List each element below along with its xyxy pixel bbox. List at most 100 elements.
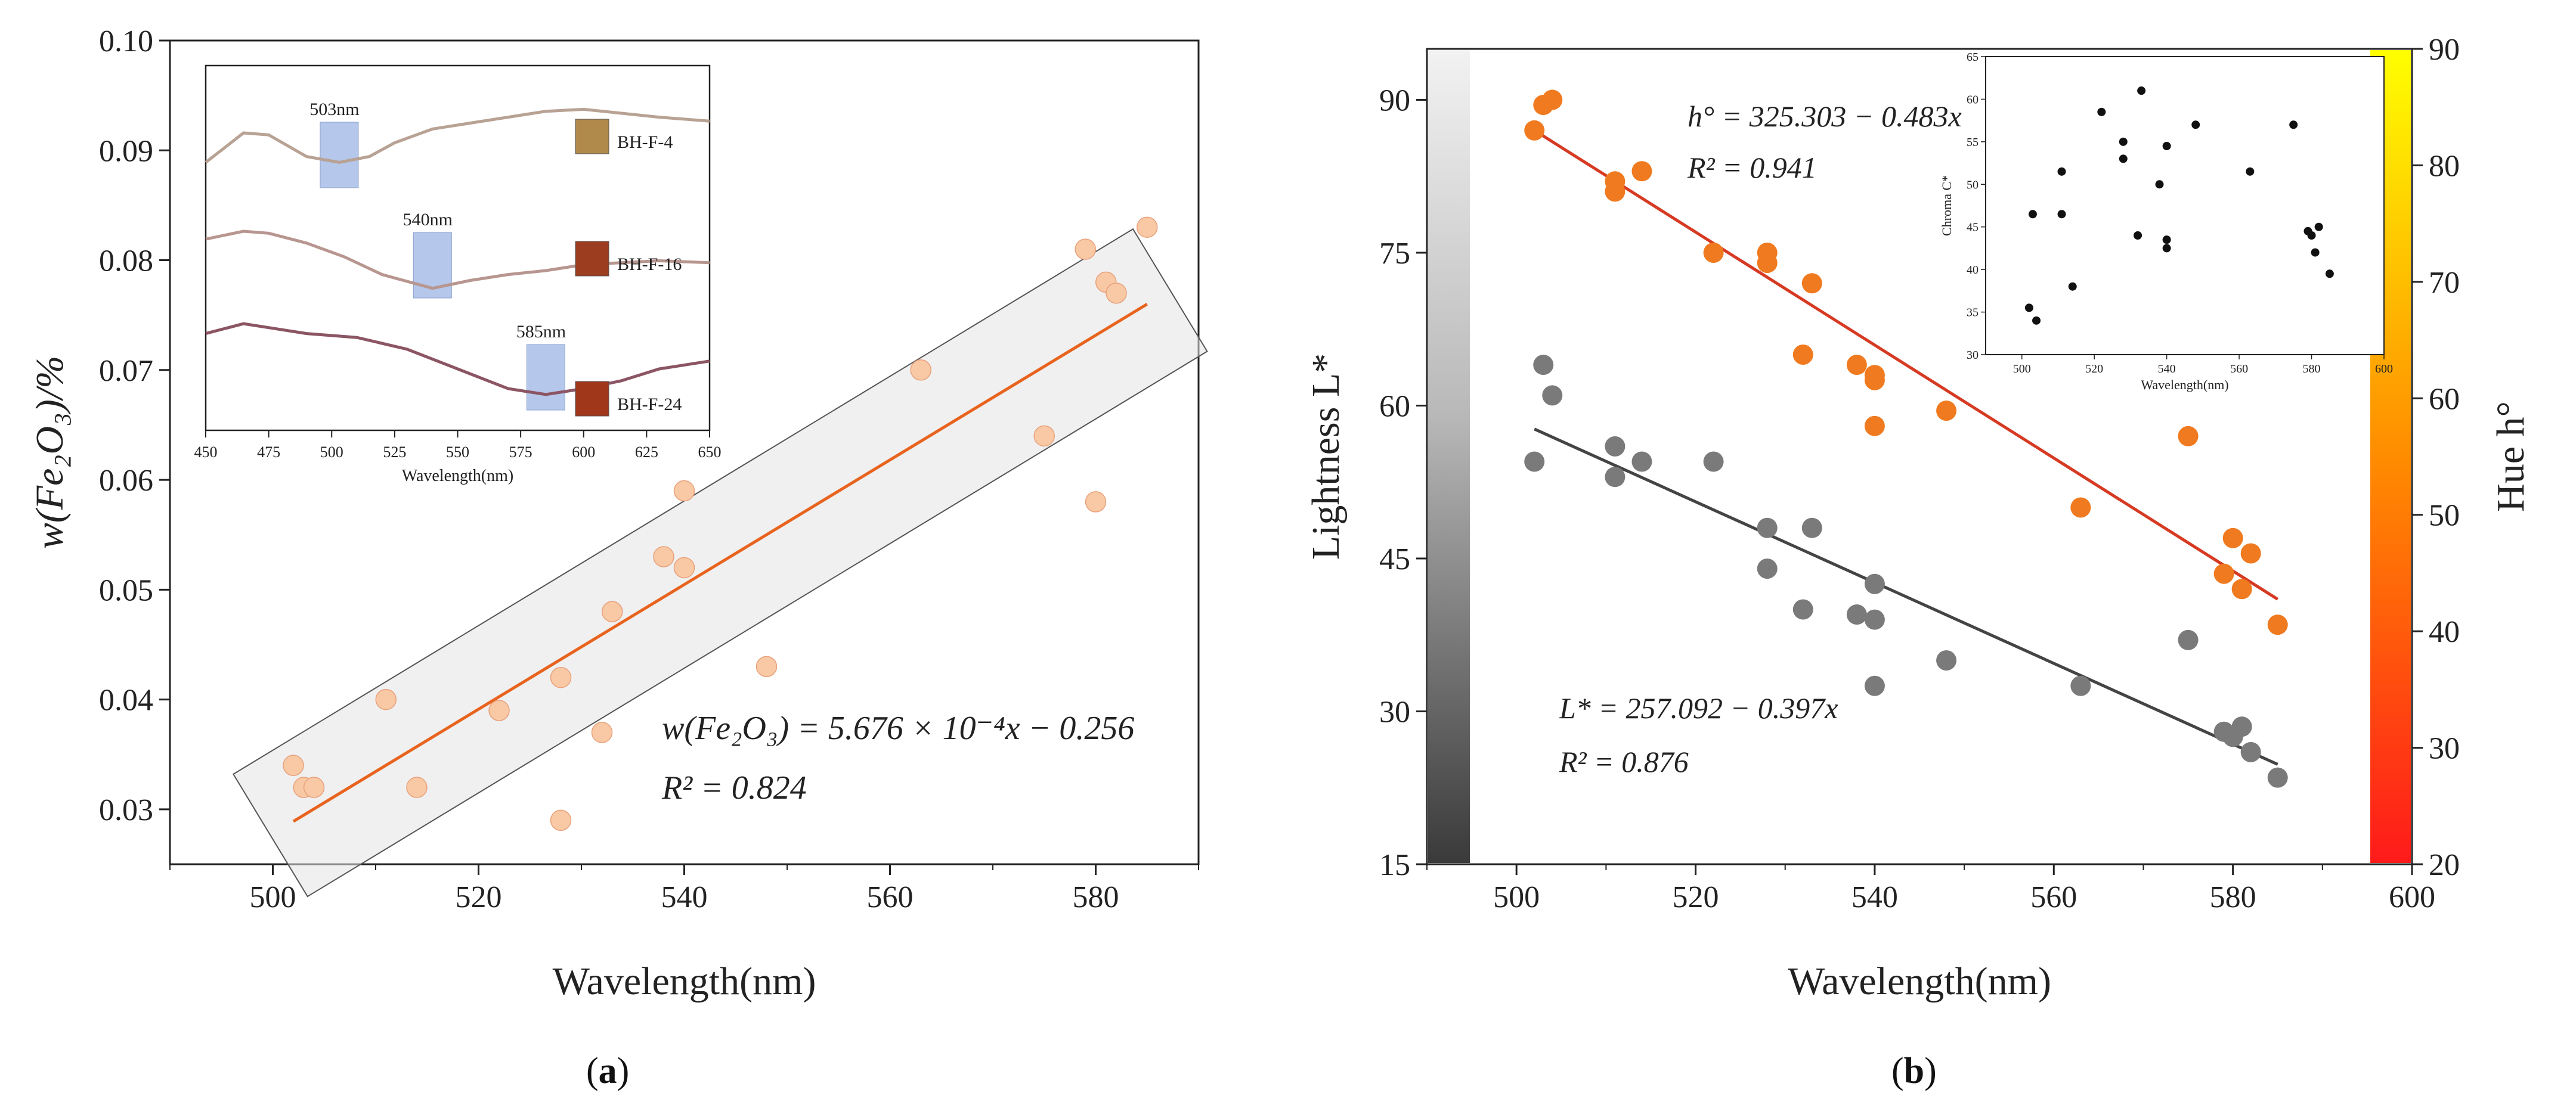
panel-a-caption: (a)	[586, 1051, 630, 1091]
inset-x-tick-label: 625	[635, 443, 658, 461]
x-tick-label: 580	[1073, 880, 1119, 914]
inset-data-point	[2032, 316, 2041, 325]
data-point	[673, 480, 695, 502]
inset-data-point	[2325, 269, 2334, 278]
data-point	[1533, 355, 1554, 375]
x-tick-label: 540	[661, 880, 708, 914]
inset-x-axis-label: Wavelength(nm)	[402, 467, 513, 485]
data-point	[1631, 161, 1652, 182]
data-point	[1524, 120, 1545, 141]
x-tick-label: 500	[1493, 880, 1540, 914]
inset-y-tick-label: 30	[1967, 349, 1979, 362]
data-point	[406, 777, 428, 798]
fit-line	[1534, 427, 2278, 766]
inset-data-point	[2311, 248, 2320, 257]
inset-x-tick-label: 450	[194, 443, 218, 461]
data-point	[1936, 650, 1957, 671]
x-tick-label: 560	[2030, 880, 2077, 914]
inset-x-tick-label: 650	[698, 443, 722, 461]
x-tick-label: 500	[250, 880, 296, 914]
inset-x-tick-label: 550	[446, 443, 469, 461]
inset-x-tick-label: 525	[383, 443, 406, 461]
inset-data-point	[2134, 231, 2142, 240]
x-tick-label: 600	[2389, 880, 2435, 914]
data-point	[1542, 385, 1563, 406]
inset-data-point	[2119, 154, 2128, 163]
data-point	[1936, 401, 1957, 421]
x-axis-label: Wavelength(nm)	[1788, 960, 2051, 1003]
r-squared: R² = 0.824	[661, 769, 807, 806]
data-point	[1757, 517, 1778, 538]
sample-name: BH-F-4	[617, 132, 673, 152]
inset-y-axis-label: Chroma C*	[1939, 175, 1954, 236]
x-tick-label: 560	[867, 880, 914, 914]
inset-data-point	[2068, 282, 2077, 291]
sample-name: BH-F-24	[617, 395, 682, 414]
x-tick-label: 580	[2210, 880, 2256, 914]
inset-spectrum-line	[205, 322, 710, 396]
inset-x-tick-label: 575	[509, 443, 532, 461]
hue-r-squared: R² = 0.941	[1687, 151, 1817, 184]
wavelength-marker-label: 540nm	[403, 210, 453, 229]
data-point	[550, 809, 572, 831]
data-point	[1605, 181, 1626, 202]
data-point	[2231, 579, 2252, 600]
data-point	[1075, 238, 1096, 260]
y2-tick-label: 50	[2429, 499, 2460, 533]
inset-data-point	[2119, 137, 2128, 146]
panel-b-chart: h° = 325.303 − 0.483x R² = 0.941 L* = 257.…	[1304, 33, 2532, 1003]
data-point	[1792, 345, 1813, 365]
data-point	[1792, 599, 1813, 620]
data-point	[1033, 425, 1055, 447]
inset-data-point	[2137, 86, 2146, 95]
y-tick-label: 90	[1379, 84, 1410, 118]
x-tick-label: 520	[1673, 880, 1719, 914]
y2-axis-label: Hue h°	[2489, 401, 2532, 512]
data-point	[1605, 436, 1626, 457]
data-point	[488, 700, 510, 721]
data-point	[1085, 491, 1107, 513]
inset-data-point	[2162, 244, 2171, 253]
data-point	[2213, 563, 2234, 584]
data-point	[1524, 451, 1545, 472]
sample-swatch-icon	[575, 119, 609, 154]
y2-tick-label: 40	[2429, 615, 2460, 649]
inset-data-point	[2246, 167, 2255, 176]
sample-swatch-icon	[575, 381, 609, 417]
data-point	[756, 656, 778, 678]
inset-x-tick-label: 580	[2303, 362, 2321, 375]
data-point	[1106, 283, 1127, 304]
lightness-r-squared: R² = 0.876	[1559, 745, 1689, 778]
inset-y-tick-label: 65	[1967, 51, 1979, 64]
data-point	[1757, 558, 1778, 579]
y2-tick-label: 90	[2429, 33, 2460, 67]
data-point	[1703, 243, 1724, 263]
y-tick-label: 0.06	[99, 464, 153, 498]
y2-tick-label: 70	[2429, 266, 2460, 300]
data-point	[1605, 467, 1626, 488]
sample-name: BH-F-16	[617, 255, 682, 274]
data-point	[2178, 629, 2199, 650]
inset-data-point	[2028, 210, 2037, 219]
y-tick-label: 0.03	[99, 793, 153, 827]
inset-data-point	[2307, 231, 2316, 240]
inset-x-axis-label: Wavelength(nm)	[2141, 377, 2228, 392]
data-point	[1631, 451, 1652, 472]
data-point	[1864, 415, 1885, 436]
y-tick-label: 0.08	[99, 244, 153, 278]
wavelength-marker	[320, 122, 359, 188]
inset-x-tick-label: 520	[2085, 362, 2103, 375]
data-point	[2240, 543, 2261, 564]
data-point	[1864, 370, 1885, 390]
y-tick-label: 30	[1379, 696, 1410, 730]
data-point	[673, 557, 695, 579]
data-point	[2240, 741, 2261, 762]
y-tick-label: 15	[1379, 848, 1410, 882]
data-point	[550, 666, 572, 688]
data-point	[2267, 615, 2288, 635]
inset-data-point	[2162, 142, 2171, 150]
data-point	[602, 601, 623, 622]
y-tick-label: 0.07	[99, 354, 153, 388]
data-point	[283, 755, 304, 776]
data-point	[303, 777, 325, 798]
